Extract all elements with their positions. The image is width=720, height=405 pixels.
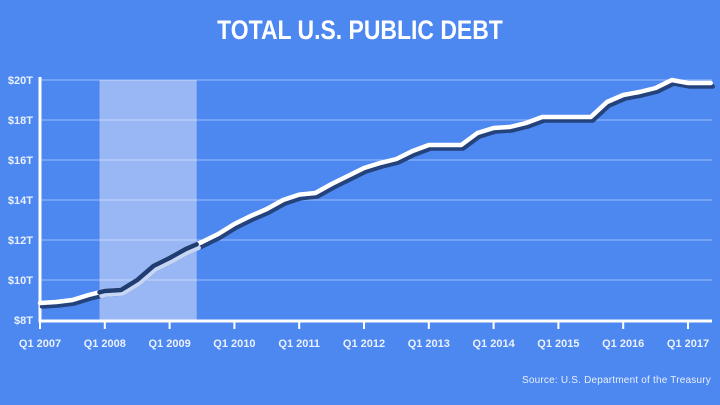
x-tick-mark xyxy=(557,322,560,329)
y-tick-label: $10T xyxy=(8,275,33,287)
recession-line-shadow xyxy=(99,245,201,299)
x-tick-mark xyxy=(687,322,689,329)
x-tick-label: Q1 2014 xyxy=(472,338,515,350)
y-tick-label: $14T xyxy=(8,195,33,207)
x-tick-label: Q1 2013 xyxy=(408,338,450,350)
x-tick-mark xyxy=(363,322,365,329)
x-tick-mark xyxy=(168,322,171,329)
x-tick-label: Q1 2008 xyxy=(84,338,126,350)
chart-title: TOTAL U.S. PUBLIC DEBT xyxy=(217,15,503,45)
x-tick-label: Q1 2015 xyxy=(537,338,579,350)
recession-band xyxy=(99,80,197,322)
x-axis-line xyxy=(38,319,712,323)
recession-debt-line xyxy=(97,242,199,295)
x-tick-mark xyxy=(492,322,495,329)
x-tick-mark xyxy=(103,322,106,329)
x-tick-label: Q1 2009 xyxy=(148,338,190,350)
x-tick-label: Q1 2016 xyxy=(602,338,644,350)
y-tick-label: $16T xyxy=(8,155,33,167)
x-tick-label: Q1 2010 xyxy=(213,338,255,350)
x-tick-mark xyxy=(39,322,41,329)
x-tick-label: Q1 2012 xyxy=(343,338,385,350)
x-tick-label: Q1 2011 xyxy=(278,338,320,350)
y-tick-label: $12T xyxy=(8,235,33,247)
y-tick-label: $18T xyxy=(8,115,33,127)
source-credit: Source: U.S. Department of the Treasury xyxy=(522,375,711,386)
x-tick-label: Q1 2007 xyxy=(19,338,61,350)
y-tick-label: $20T xyxy=(8,75,33,87)
x-tick-label: Q1 2017 xyxy=(667,338,709,350)
x-tick-mark xyxy=(298,322,301,329)
y-axis-line xyxy=(38,77,42,322)
y-tick-label: $8T xyxy=(14,315,33,327)
x-tick-mark xyxy=(233,322,236,329)
x-tick-mark xyxy=(622,322,625,329)
x-tick-mark xyxy=(427,322,430,329)
